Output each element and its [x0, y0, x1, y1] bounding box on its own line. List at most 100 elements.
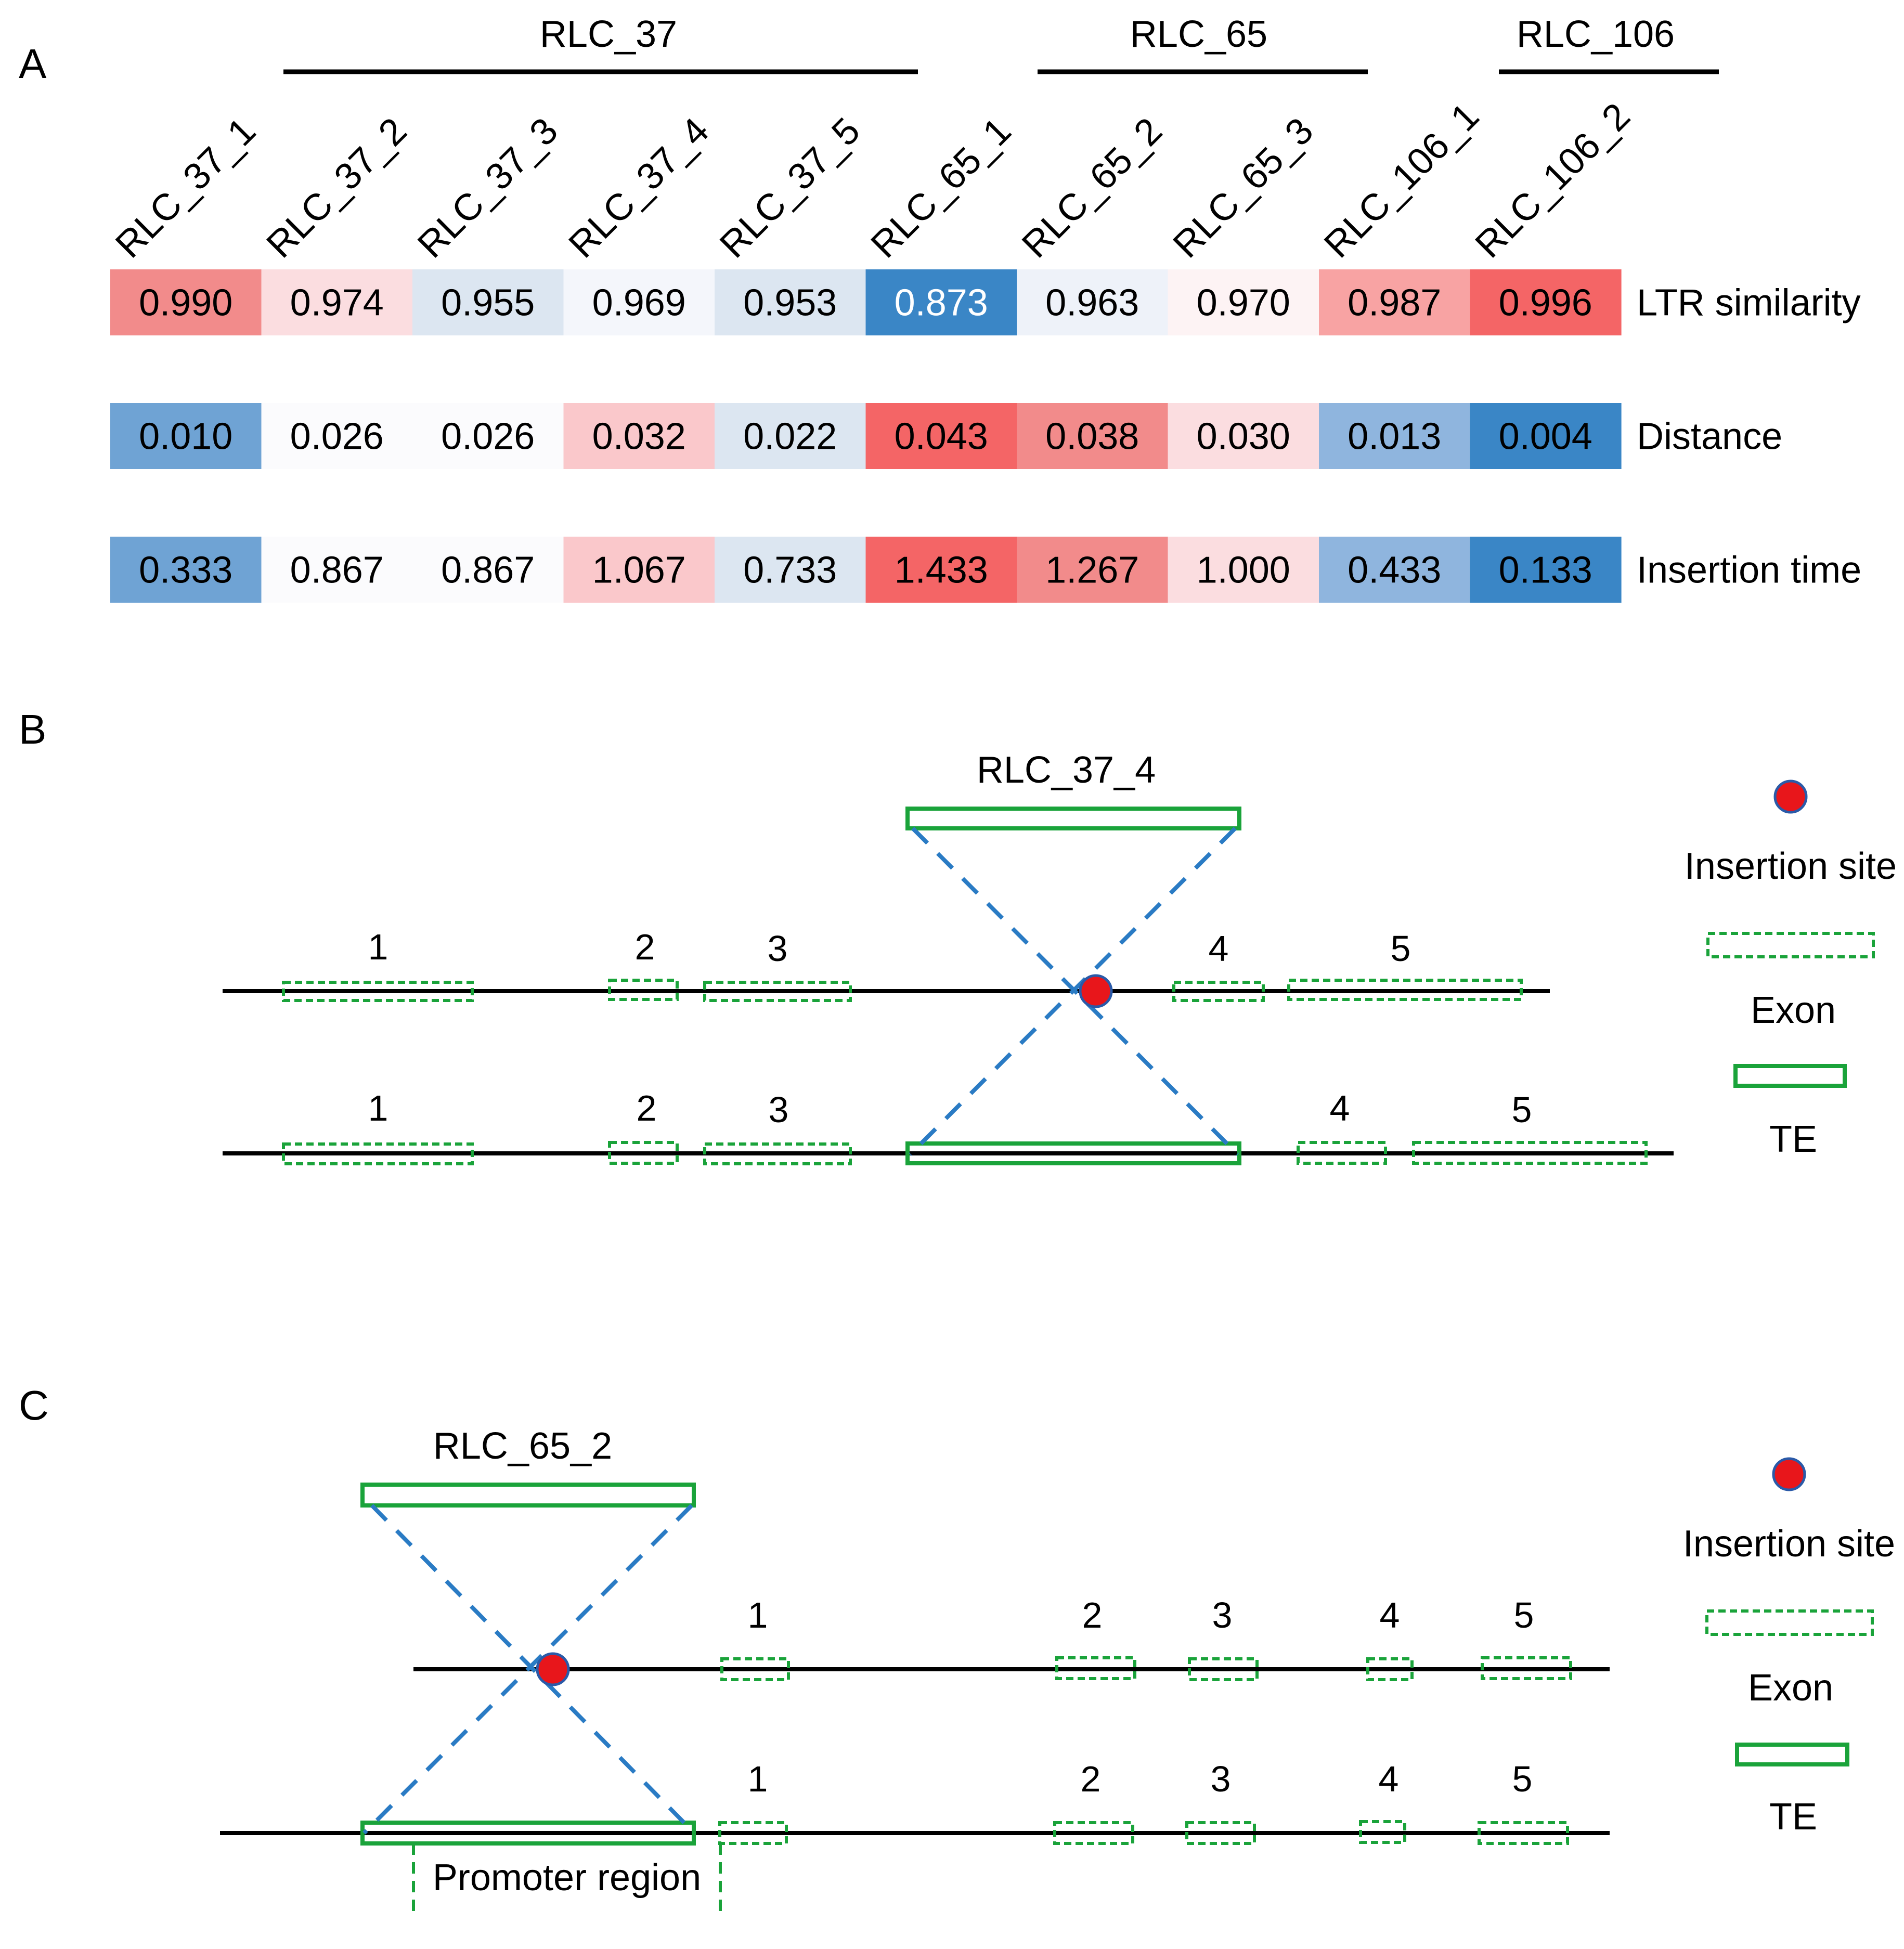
column-label: RLC_37_5 — [712, 110, 868, 266]
insertion-site-dot — [536, 1652, 570, 1686]
heatmap-cell — [1168, 269, 1319, 335]
heatmap-cell-value: 1.433 — [895, 550, 988, 591]
panel-label-b: B — [19, 706, 46, 752]
heatmap-cell — [1470, 403, 1622, 469]
exon-number: 5 — [1514, 1595, 1534, 1635]
heatmap-cell-value: 1.000 — [1197, 550, 1290, 591]
legend-exon-label: Exon — [1751, 990, 1836, 1031]
column-label: RLC_37_3 — [410, 110, 566, 266]
heatmap-cell — [110, 269, 262, 335]
heatmap-cell-value: 0.013 — [1348, 416, 1441, 458]
heatmap-cell-value: 0.953 — [743, 282, 837, 324]
exon-number: 2 — [637, 1088, 657, 1128]
heatmap-cell — [865, 403, 1017, 469]
heatmap-cell-value: 0.333 — [139, 550, 232, 591]
promoter-label: Promoter region — [433, 1857, 701, 1899]
legend-te-label: TE — [1769, 1119, 1817, 1160]
heatmap-cell — [261, 537, 413, 603]
exon-box — [608, 1141, 679, 1165]
legend-insertion-site-label: Insertion site — [1685, 846, 1897, 887]
heatmap-cell — [1017, 403, 1169, 469]
insertion-guide-line — [362, 1504, 693, 1835]
te-box-inserted — [360, 1821, 696, 1846]
te-box-top — [360, 1483, 696, 1508]
legend-insertion-site-label: Insertion site — [1683, 1523, 1895, 1565]
exon-box — [1297, 1141, 1387, 1165]
exon-box — [282, 1142, 474, 1165]
heatmap-cell-value: 1.267 — [1045, 550, 1139, 591]
column-label: RLC_65_2 — [1014, 110, 1170, 266]
legend-exon-swatch — [1706, 932, 1875, 958]
exon-number: 1 — [368, 1088, 388, 1128]
heatmap-cell-value: 0.010 — [139, 416, 232, 458]
exon-box — [718, 1821, 788, 1845]
heatmap-cell-value: 0.969 — [592, 282, 686, 324]
column-label: RLC_37_4 — [561, 110, 717, 266]
heatmap-cell — [412, 537, 564, 603]
panel-c-diagram: RLC_65_2 1 2 3 4 5 1 — [220, 1425, 1895, 1913]
heatmap-cell — [563, 537, 715, 603]
exon-number: 4 — [1380, 1595, 1400, 1635]
heatmap-cell — [412, 269, 564, 335]
column-label: RLC_106_2 — [1467, 95, 1638, 266]
group-label: RLC_37 — [540, 14, 677, 55]
exon-number: 3 — [1211, 1759, 1231, 1799]
exon-number: 2 — [1081, 1759, 1101, 1799]
exon-box — [1478, 1821, 1569, 1845]
exon-box — [720, 1657, 790, 1681]
legend-exon-swatch — [1705, 1609, 1874, 1636]
exon-box — [703, 1142, 852, 1165]
legend-insertion-site-dot — [1773, 779, 1808, 814]
heatmap-cell — [563, 269, 715, 335]
exon-number: 1 — [748, 1759, 768, 1799]
exon-box — [1287, 979, 1523, 1001]
legend-insertion-site-dot — [1772, 1457, 1806, 1491]
exon-number: 2 — [635, 927, 655, 967]
heatmap-cell-value: 0.030 — [1197, 416, 1290, 458]
panel-label-a: A — [19, 41, 47, 87]
legend-exon-label: Exon — [1748, 1667, 1833, 1709]
heatmap-cell-value: 0.133 — [1499, 550, 1592, 591]
row-label: LTR similarity — [1637, 282, 1861, 324]
exon-number: 4 — [1330, 1088, 1350, 1128]
heatmap-cell — [110, 403, 262, 469]
exon-number: 1 — [368, 927, 388, 967]
group-label: RLC_65 — [1130, 14, 1267, 55]
heatmap-cell — [261, 269, 413, 335]
row-label: Insertion time — [1637, 550, 1861, 591]
exon-number: 4 — [1209, 928, 1229, 969]
heatmap-cell — [715, 403, 866, 469]
exon-number: 3 — [1212, 1595, 1233, 1635]
exon-box — [1185, 1821, 1256, 1845]
heatmap-cell — [563, 403, 715, 469]
heatmap-cell-value: 0.022 — [743, 416, 837, 458]
heatmap-cell-value: 0.990 — [139, 282, 232, 324]
heatmap-cell-value: 0.026 — [441, 416, 535, 458]
row-label: Distance — [1637, 416, 1782, 458]
heatmap-cell-value: 1.067 — [592, 550, 686, 591]
heatmap-cell — [715, 269, 866, 335]
exon-number: 4 — [1379, 1759, 1399, 1799]
te-box-inserted — [905, 1141, 1241, 1165]
heatmap-cell-value: 0.026 — [290, 416, 384, 458]
heatmap-cell-value: 0.970 — [1197, 282, 1290, 324]
heatmap-cell — [1470, 269, 1622, 335]
heatmap-cell — [1017, 269, 1169, 335]
column-label: RLC_65_1 — [863, 110, 1019, 266]
legend-te-swatch — [1735, 1743, 1849, 1766]
exon-number: 2 — [1082, 1595, 1103, 1635]
heatmap-cell — [1319, 403, 1471, 469]
heatmap-cell-value: 0.733 — [743, 550, 837, 591]
exon-box — [608, 979, 679, 1001]
exon-box — [1053, 1821, 1134, 1845]
heatmap-cell-value: 0.433 — [1348, 550, 1441, 591]
heatmap-cell — [261, 403, 413, 469]
heatmap-cell-value: 0.996 — [1499, 282, 1592, 324]
legend-te-label: TE — [1769, 1796, 1817, 1838]
heatmap-cell — [715, 537, 866, 603]
exon-number: 3 — [768, 928, 788, 969]
panel-label-c: C — [19, 1382, 49, 1428]
heatmap-cell — [1470, 537, 1622, 603]
insertion-site-dot — [1079, 974, 1113, 1008]
